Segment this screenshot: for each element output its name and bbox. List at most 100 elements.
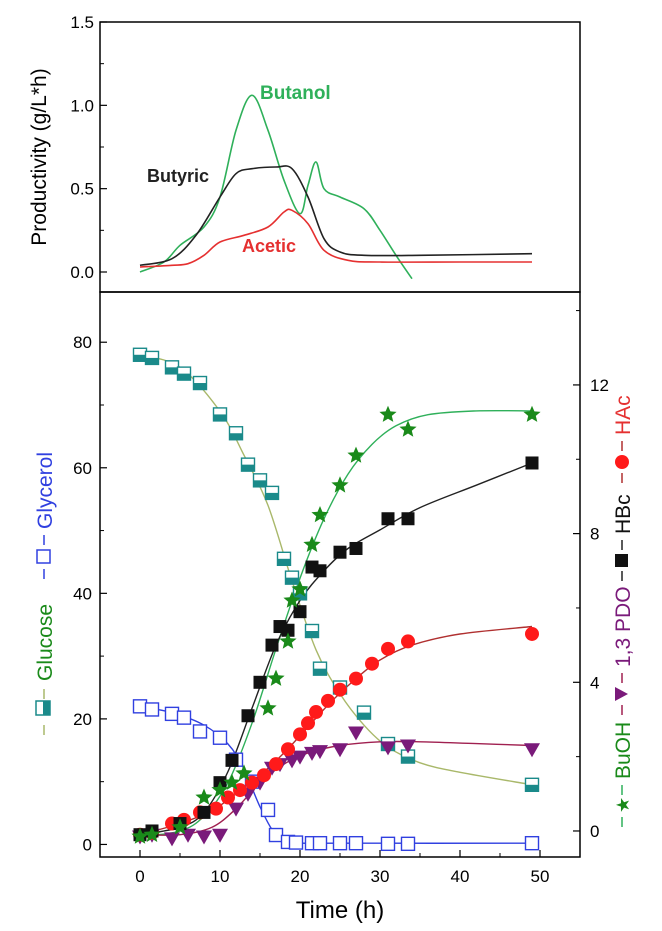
top-ytick-label: 0.0 (70, 263, 94, 282)
marker-glycerol (332, 835, 348, 851)
marker-buoh (279, 632, 297, 649)
marker-buoh (223, 773, 241, 790)
marker-hac (381, 641, 395, 656)
marker-glycerol (380, 836, 396, 852)
marker-hbc (313, 564, 327, 578)
marker-buoh (131, 827, 149, 844)
marker-1-3-pdo (212, 828, 228, 843)
legend-label-buoh: BuOH (612, 722, 635, 779)
top-y-ticks: 0.0 0.5 1.0 1.5 (70, 13, 107, 282)
xtick-label: 40 (451, 867, 470, 886)
marker-glycerol (268, 827, 284, 843)
productivity-line-butyric (139, 165, 533, 267)
marker-1-3-pdo (164, 832, 180, 847)
marker-1-3-pdo (312, 745, 328, 760)
legend-label-hbc: HBc (612, 494, 635, 534)
legend-marker-buoh: ★ (613, 797, 633, 813)
legend-label-glucose: Glucose (34, 604, 57, 681)
marker-buoh (211, 781, 229, 798)
marker-1-3-pdo (332, 743, 348, 758)
marker-hac (221, 790, 235, 805)
marker-hac (269, 757, 283, 772)
marker-glucose (164, 360, 180, 375)
marker-glycerol (132, 699, 148, 714)
marker-glucose (240, 457, 256, 472)
marker-1-3-pdo (292, 750, 308, 765)
marker-buoh (195, 788, 213, 805)
marker-buoh (235, 764, 253, 781)
marker-hbc (225, 753, 239, 767)
marker-1-3-pdo (380, 741, 396, 756)
marker-buoh (259, 699, 277, 716)
bottom-curves-group (139, 354, 533, 845)
marker-hac (233, 783, 247, 798)
xtick-label: 30 (371, 867, 390, 886)
marker-hac (525, 626, 539, 641)
marker-1-3-pdo (228, 802, 244, 817)
fit-curve-buoh (139, 409, 533, 838)
top-y-axis-label: Productivity (g/L*h) (28, 68, 51, 245)
xtick-label: 50 (531, 867, 550, 886)
marker-buoh (143, 825, 161, 842)
series-label-butanol: Butanol (260, 83, 331, 104)
x-axis-label: Time (h) (296, 897, 384, 924)
right-ytick-label: 4 (590, 673, 599, 692)
marker-glucose (192, 375, 208, 391)
marker-glycerol (524, 835, 540, 851)
legend-marker-hbc (615, 554, 628, 567)
marker-hac (333, 682, 347, 697)
marker-buoh (283, 591, 301, 608)
marker-glycerol (260, 802, 276, 818)
marker-buoh (523, 405, 541, 422)
marker-hac (209, 801, 223, 816)
marker-buoh (291, 580, 309, 597)
marker-buoh (347, 446, 365, 463)
marker-buoh (379, 405, 397, 422)
marker-1-3-pdo (196, 830, 212, 845)
marker-glycerol (312, 835, 328, 851)
fit-curve-hbc (139, 462, 533, 836)
marker-glucose (212, 407, 228, 422)
marker-glycerol (348, 835, 364, 851)
left-ytick-label: 60 (73, 459, 92, 478)
marker-glycerol (400, 836, 416, 852)
marker-glucose (144, 350, 160, 366)
left-ytick-label: 80 (73, 333, 92, 352)
marker-1-3-pdo (284, 754, 300, 769)
marker-1-3-pdo (400, 739, 416, 754)
marker-buoh (267, 669, 285, 686)
xtick-label: 0 (135, 867, 144, 886)
marker-hac (365, 656, 379, 671)
productivity-line-acetic (139, 208, 532, 268)
marker-hbc (265, 638, 279, 652)
left-y-axis-label: Glucose Glycerol (34, 452, 57, 735)
marker-glucose (264, 485, 280, 501)
marker-hac (257, 768, 271, 783)
top-ytick-label: 1.5 (70, 13, 94, 32)
marker-glucose (304, 623, 320, 639)
bottom-markers-group (131, 347, 541, 852)
marker-1-3-pdo (524, 743, 540, 758)
bottom-panel-frame (99, 291, 581, 858)
bottom-ticks: 0 10 20 30 40 50 0 20 40 60 80 0 4 8 12 (73, 310, 609, 886)
marker-glucose (276, 551, 292, 567)
marker-hbc (281, 623, 295, 637)
xtick-label: 10 (211, 867, 230, 886)
marker-buoh (311, 506, 329, 523)
marker-hbc (293, 605, 307, 619)
series-label-butyric: Butyric (147, 166, 209, 186)
marker-glycerol (144, 702, 160, 717)
marker-glucose (356, 705, 372, 720)
marker-glucose (312, 661, 328, 676)
marker-hac (309, 705, 323, 720)
marker-glycerol (176, 710, 192, 725)
right-y-axis-label: ★ BuOH 1,3 PDO HBc HAc (612, 395, 635, 827)
marker-hbc (197, 805, 211, 819)
marker-glucose (524, 777, 540, 793)
marker-hbc (525, 456, 539, 470)
marker-hbc (381, 512, 395, 526)
legend-marker-hac (615, 455, 629, 469)
left-ytick-label: 0 (83, 835, 92, 854)
marker-glucose (252, 473, 268, 488)
legend-label-glycerol: Glycerol (34, 452, 57, 529)
